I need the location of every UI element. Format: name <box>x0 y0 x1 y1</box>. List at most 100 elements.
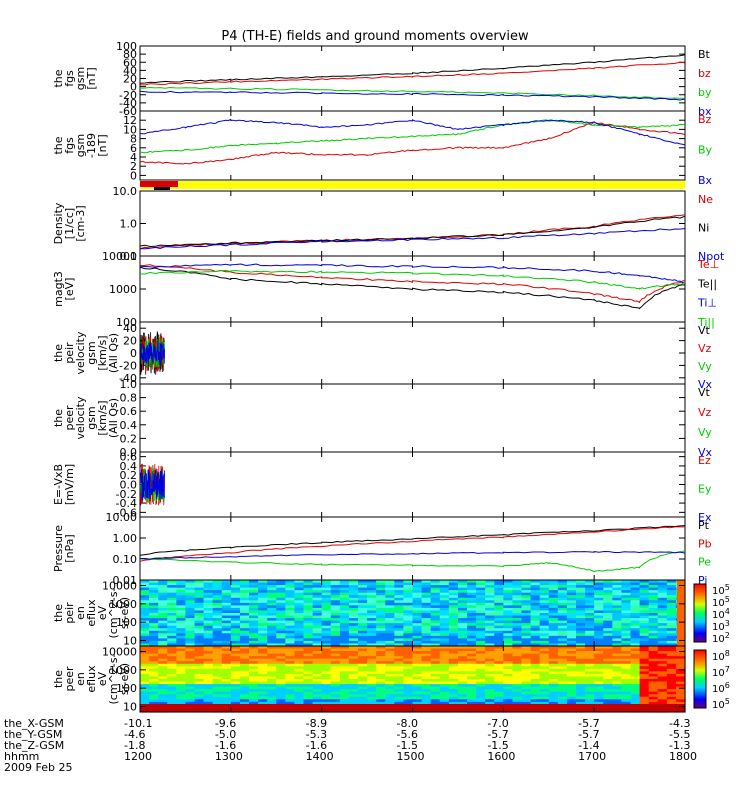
heatmap-cell <box>521 602 532 606</box>
heatmap-cell <box>339 663 350 667</box>
heatmap-cell <box>639 607 650 612</box>
heatmap-cell <box>494 701 504 705</box>
heatmap-cell <box>267 653 277 657</box>
series-Te|| <box>139 266 685 310</box>
heatmap-cell <box>439 646 450 650</box>
y-axis-label: en <box>74 672 87 686</box>
heatmap-cell <box>239 610 250 614</box>
heatmap-cell <box>448 633 459 637</box>
heatmap-cell <box>258 643 268 647</box>
heatmap-cell <box>194 635 205 639</box>
heatmap-cell <box>376 638 386 642</box>
heatmap-cell <box>358 643 368 647</box>
heatmap-cell <box>630 620 641 624</box>
heatmap-cell <box>512 696 523 700</box>
heatmap-cell <box>430 623 441 627</box>
heatmap-cell <box>430 684 441 688</box>
heatmap-cell <box>212 597 223 601</box>
heatmap-cell <box>285 691 296 695</box>
heatmap-cell <box>467 602 477 606</box>
heatmap-cell <box>412 580 423 584</box>
heatmap-cell <box>621 673 632 678</box>
heatmap-cell <box>348 618 359 622</box>
heatmap-cell <box>621 663 632 667</box>
heatmap-cell <box>185 651 196 655</box>
heatmap-cell <box>666 694 677 698</box>
heatmap-cell <box>467 666 477 670</box>
heatmap-cell <box>585 623 595 627</box>
heatmap-cell <box>185 689 196 693</box>
heatmap-cell <box>630 699 641 703</box>
heatmap-cell <box>221 620 232 624</box>
heatmap-cell <box>648 648 659 652</box>
heatmap-cell <box>158 615 168 619</box>
heatmap-cell <box>603 602 613 606</box>
heatmap-cell <box>294 582 305 586</box>
heatmap-cell <box>212 666 223 670</box>
heatmap-cell <box>212 668 223 672</box>
heatmap-cell <box>276 679 286 683</box>
heatmap-cell <box>467 590 477 594</box>
heatmap-cell <box>149 679 159 683</box>
heatmap-cell <box>294 646 305 650</box>
heatmap-cell <box>657 595 668 599</box>
heatmap-cell <box>430 653 441 657</box>
heatmap-cell <box>476 656 486 660</box>
heatmap-cell <box>430 648 441 652</box>
heatmap-cell <box>358 696 368 700</box>
heatmap-cell <box>539 590 550 594</box>
heatmap-cell <box>376 643 386 647</box>
heatmap-cell <box>430 580 441 584</box>
heatmap-cell <box>394 633 405 637</box>
heatmap-cell <box>630 587 641 591</box>
heatmap-cell <box>367 587 377 591</box>
heatmap-cell <box>167 587 177 591</box>
heatmap-cell <box>566 602 577 606</box>
heatmap-cell <box>167 580 177 584</box>
heatmap-cell <box>657 615 668 619</box>
heatmap-cell <box>258 661 268 665</box>
heatmap-cell <box>185 618 196 622</box>
heatmap-cell <box>530 681 541 685</box>
heatmap-cell <box>539 623 550 627</box>
heatmap-cell <box>548 618 559 622</box>
heatmap-cell <box>548 613 559 617</box>
heatmap-cell <box>140 582 150 586</box>
heatmap-cell <box>594 694 604 698</box>
heatmap-cell <box>675 651 686 655</box>
heatmap-cell <box>276 615 286 619</box>
heatmap-cell <box>385 602 395 606</box>
heatmap-cell <box>494 668 504 672</box>
heatmap-cell <box>576 615 586 619</box>
heatmap-cell <box>239 635 250 639</box>
heatmap-cell <box>303 602 314 606</box>
heatmap-cell <box>639 676 650 680</box>
heatmap-cell <box>249 595 259 599</box>
heatmap-cell <box>621 666 632 670</box>
y-tick-label: 1.0 <box>120 218 138 231</box>
heatmap-cell <box>367 605 377 609</box>
heatmap-cell <box>212 679 223 683</box>
heatmap-cell <box>512 613 523 617</box>
heatmap-cell <box>230 653 241 657</box>
heatmap-cell <box>158 699 168 703</box>
heatmap-cell <box>249 580 259 584</box>
heatmap-cell <box>194 582 205 586</box>
heatmap-cell <box>358 684 368 688</box>
heatmap-cell <box>258 592 268 596</box>
heatmap-cell <box>321 676 332 680</box>
heatmap-cell <box>439 653 450 657</box>
heatmap-cell <box>421 668 432 672</box>
heatmap-cell <box>539 689 550 693</box>
heatmap-cell <box>185 623 196 627</box>
heatmap-cell <box>312 648 323 652</box>
ephemeris-value: -9.6 <box>214 717 237 730</box>
heatmap-cell <box>276 638 286 642</box>
heatmap-cell <box>666 679 677 683</box>
heatmap-cell <box>576 666 586 670</box>
heatmap-cell <box>421 592 432 596</box>
heatmap-cell <box>385 620 395 624</box>
heatmap-cell <box>603 638 613 642</box>
heatmap-cell <box>576 580 586 584</box>
heatmap-cell <box>675 661 686 665</box>
